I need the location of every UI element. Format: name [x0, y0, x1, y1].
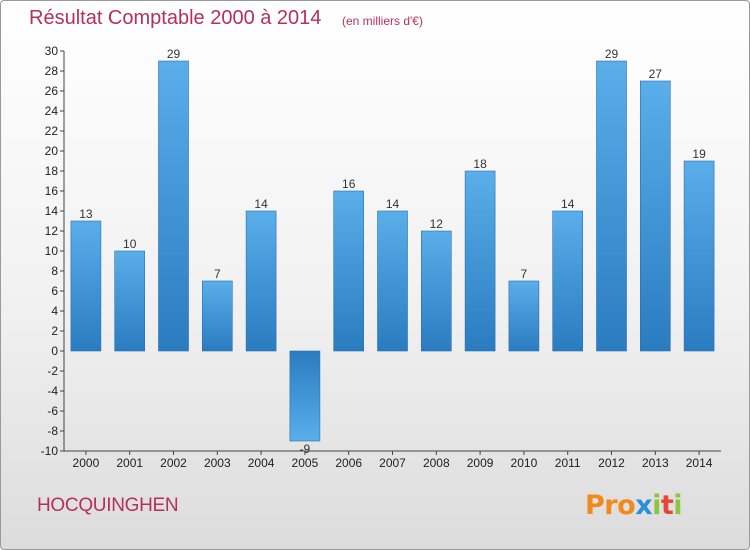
x-tick-label-2006: 2006 — [335, 456, 362, 470]
y-tick-label: -6 — [47, 404, 58, 418]
y-tick-label: 18 — [45, 164, 59, 178]
x-tick-label-2011: 2011 — [555, 456, 581, 470]
bar-2010 — [508, 280, 540, 352]
bar-2006 — [333, 190, 365, 352]
data-label-2008: 12 — [430, 217, 444, 231]
data-label-2005: -9 — [300, 442, 311, 456]
x-tick-label-2008: 2008 — [423, 456, 450, 470]
y-tick-label: 6 — [51, 284, 58, 298]
y-tick-label: 8 — [51, 264, 58, 278]
logo-letter: i — [652, 490, 661, 521]
x-tick-label-2000: 2000 — [73, 456, 100, 470]
bar-2007 — [377, 210, 408, 352]
x-tick-label-2014: 2014 — [686, 456, 713, 470]
bar-2000 — [70, 220, 102, 352]
bar-2013 — [639, 80, 671, 352]
bar-2001 — [114, 250, 145, 352]
data-label-2009: 18 — [473, 157, 487, 171]
chart-subtitle: (en milliers d'€) — [342, 14, 423, 28]
logo-letter: r — [604, 490, 618, 521]
data-label-2003: 7 — [214, 267, 221, 281]
bar-2002 — [158, 60, 189, 352]
data-label-2006: 16 — [342, 177, 356, 191]
bar-2011 — [552, 210, 584, 352]
y-tick-label: -10 — [41, 444, 59, 458]
data-label-2013: 27 — [649, 67, 663, 81]
x-tick-label-2005: 2005 — [292, 456, 319, 470]
y-tick-label: 2 — [51, 324, 58, 338]
logo-letter: x — [635, 490, 653, 521]
y-tick-label: 16 — [45, 184, 59, 198]
y-tick-label: 12 — [45, 224, 59, 238]
data-label-2014: 19 — [692, 147, 706, 161]
data-label-2010: 7 — [521, 267, 528, 281]
y-tick-label: 30 — [45, 44, 59, 58]
y-tick-label: 26 — [45, 84, 59, 98]
y-tick-label: 20 — [45, 144, 59, 158]
commune-name: HOCQUINGHEN — [37, 495, 179, 516]
chart-title: Résultat Comptable 2000 à 2014 — [29, 7, 322, 29]
data-label-2000: 13 — [79, 207, 93, 221]
data-label-2007: 14 — [386, 197, 400, 211]
logo-letter: i — [673, 490, 683, 521]
data-label-2001: 10 — [123, 237, 137, 251]
bar-2005 — [289, 350, 321, 442]
y-tick-label: 0 — [51, 344, 58, 358]
x-tick-label-2010: 2010 — [511, 456, 538, 470]
data-label-2004: 14 — [254, 197, 268, 211]
x-tick-label-2002: 2002 — [160, 456, 187, 470]
x-tick-label-2007: 2007 — [379, 456, 406, 470]
bar-2012 — [596, 60, 627, 352]
x-tick-label-2012: 2012 — [598, 456, 625, 470]
y-tick-label: 14 — [45, 204, 59, 218]
x-tick-label-2004: 2004 — [248, 456, 275, 470]
logo-letter: P — [585, 490, 605, 521]
x-tick-label-2009: 2009 — [467, 456, 494, 470]
y-tick-label: 4 — [51, 304, 58, 318]
data-label-2012: 29 — [605, 47, 619, 61]
logo-letter: t — [660, 490, 674, 521]
bar-2008 — [420, 230, 452, 352]
y-tick-label: 24 — [45, 104, 59, 118]
proxiti-logo: Proxiti — [585, 490, 683, 521]
bar-2003 — [202, 280, 233, 352]
data-label-2011: 14 — [561, 197, 575, 211]
y-tick-label: 10 — [45, 244, 59, 258]
y-tick-label: -8 — [47, 424, 58, 438]
x-tick-label-2013: 2013 — [642, 456, 669, 470]
y-tick-label: -2 — [47, 364, 58, 378]
bar-2009 — [464, 170, 496, 352]
data-label-2002: 29 — [167, 47, 181, 61]
logo-letter: o — [617, 490, 636, 521]
y-tick-label: 28 — [45, 64, 59, 78]
y-tick-label: -4 — [47, 384, 58, 398]
x-tick-label-2003: 2003 — [204, 456, 231, 470]
bar-2004 — [245, 210, 277, 352]
x-tick-label-2001: 2001 — [116, 456, 143, 470]
bar-2014 — [683, 160, 715, 352]
y-tick-label: 22 — [45, 124, 59, 138]
